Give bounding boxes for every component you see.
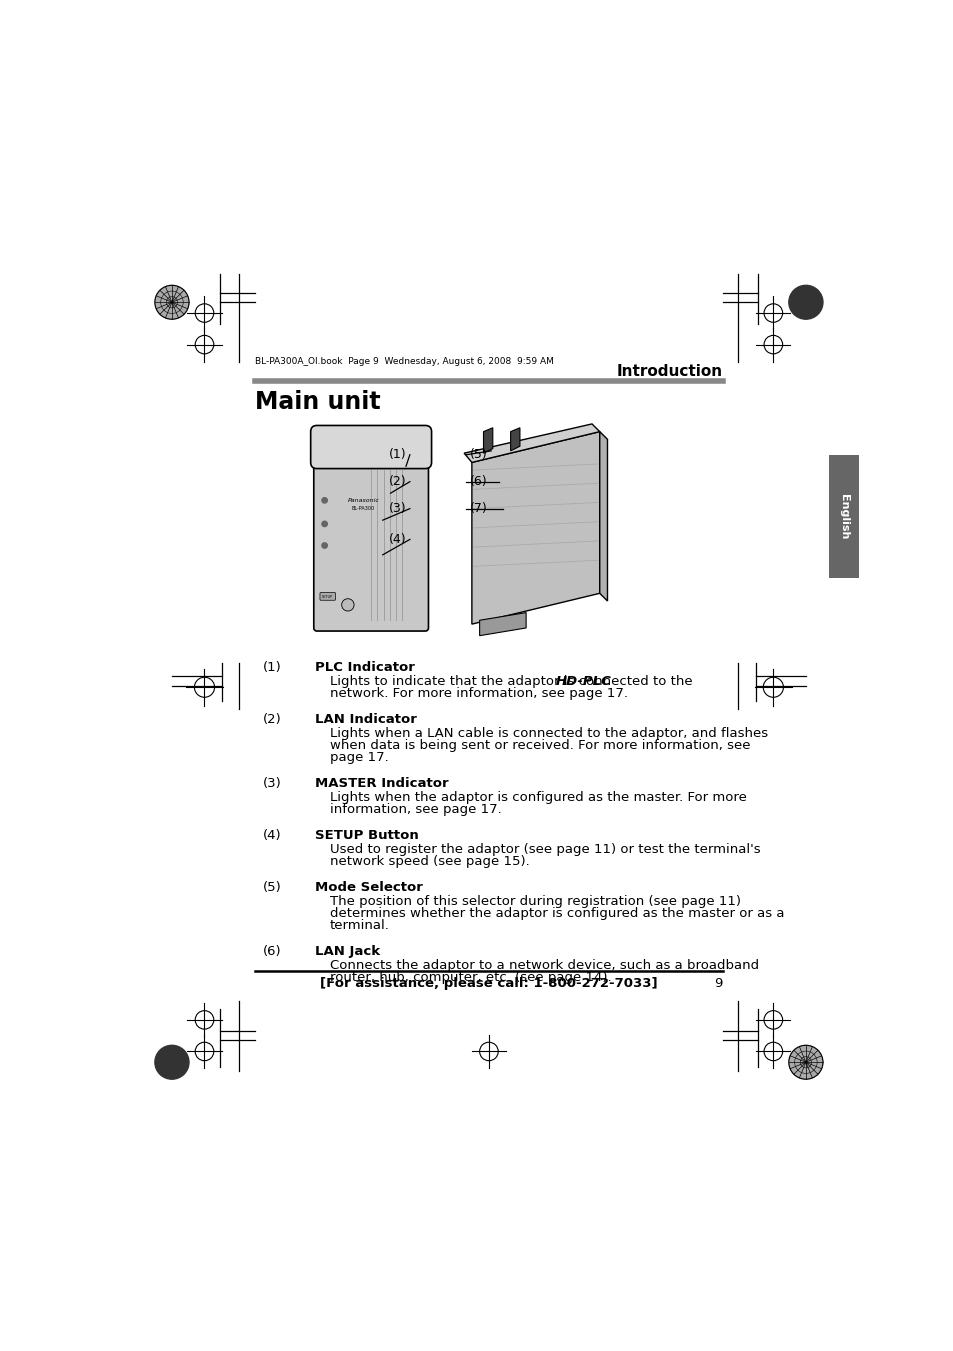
Text: terminal.: terminal. bbox=[330, 919, 390, 932]
Text: network speed (see page 15).: network speed (see page 15). bbox=[330, 855, 529, 869]
Text: HD-PLC: HD-PLC bbox=[556, 676, 611, 688]
Polygon shape bbox=[599, 431, 607, 601]
Circle shape bbox=[154, 285, 189, 319]
Text: (3): (3) bbox=[389, 503, 406, 515]
Text: Mode Selector: Mode Selector bbox=[314, 881, 422, 894]
Circle shape bbox=[788, 285, 822, 319]
Text: [For assistance, please call: 1-800-272-7033]: [For assistance, please call: 1-800-272-… bbox=[320, 977, 657, 990]
Polygon shape bbox=[464, 424, 599, 462]
Text: (4): (4) bbox=[389, 532, 406, 546]
Text: LAN Indicator: LAN Indicator bbox=[314, 713, 416, 725]
Text: page 17.: page 17. bbox=[330, 751, 389, 765]
Text: Panasonic: Panasonic bbox=[347, 499, 379, 504]
Circle shape bbox=[321, 521, 327, 527]
Text: BL-PA300A_OI.book  Page 9  Wednesday, August 6, 2008  9:59 AM: BL-PA300A_OI.book Page 9 Wednesday, Augu… bbox=[254, 357, 553, 366]
Text: SETUP Button: SETUP Button bbox=[314, 830, 417, 842]
FancyBboxPatch shape bbox=[828, 455, 858, 578]
Text: English: English bbox=[838, 493, 848, 539]
Text: information, see page 17.: information, see page 17. bbox=[330, 802, 501, 816]
Text: Main unit: Main unit bbox=[254, 390, 380, 413]
Text: The position of this selector during registration (see page 11): The position of this selector during reg… bbox=[330, 896, 740, 908]
FancyBboxPatch shape bbox=[314, 440, 428, 631]
Text: Lights to indicate that the adaptor is connected to the: Lights to indicate that the adaptor is c… bbox=[330, 676, 697, 688]
Text: (4): (4) bbox=[263, 830, 282, 842]
Text: (6): (6) bbox=[469, 476, 487, 488]
FancyBboxPatch shape bbox=[319, 593, 335, 600]
Text: (1): (1) bbox=[263, 661, 282, 674]
Text: network. For more information, see page 17.: network. For more information, see page … bbox=[330, 688, 627, 700]
Polygon shape bbox=[479, 612, 525, 636]
Text: Lights when a LAN cable is connected to the adaptor, and flashes: Lights when a LAN cable is connected to … bbox=[330, 727, 767, 740]
Circle shape bbox=[321, 497, 327, 503]
Text: Lights when the adaptor is configured as the master. For more: Lights when the adaptor is configured as… bbox=[330, 792, 746, 804]
Text: (6): (6) bbox=[263, 944, 282, 958]
Text: (1): (1) bbox=[389, 449, 406, 461]
Text: BL-PA300: BL-PA300 bbox=[352, 507, 375, 511]
Text: router, hub, computer, etc. (see page 14).: router, hub, computer, etc. (see page 14… bbox=[330, 971, 611, 984]
Text: (2): (2) bbox=[263, 713, 282, 725]
Text: (7): (7) bbox=[469, 503, 487, 515]
Circle shape bbox=[341, 598, 354, 611]
Text: MASTER Indicator: MASTER Indicator bbox=[314, 777, 448, 790]
Text: determines whether the adaptor is configured as the master or as a: determines whether the adaptor is config… bbox=[330, 907, 783, 920]
Text: LAN Jack: LAN Jack bbox=[314, 944, 379, 958]
Text: (5): (5) bbox=[263, 881, 282, 894]
Circle shape bbox=[788, 1046, 822, 1079]
Polygon shape bbox=[472, 431, 599, 624]
Text: 9: 9 bbox=[714, 977, 722, 990]
FancyBboxPatch shape bbox=[311, 426, 431, 469]
Text: when data is being sent or received. For more information, see: when data is being sent or received. For… bbox=[330, 739, 750, 753]
Text: SETUP: SETUP bbox=[322, 596, 333, 600]
Text: Used to register the adaptor (see page 11) or test the terminal's: Used to register the adaptor (see page 1… bbox=[330, 843, 760, 857]
Polygon shape bbox=[483, 428, 493, 453]
Circle shape bbox=[321, 543, 327, 549]
Text: Introduction: Introduction bbox=[617, 363, 722, 378]
Text: PLC Indicator: PLC Indicator bbox=[314, 661, 414, 674]
Polygon shape bbox=[510, 428, 519, 451]
Text: (2): (2) bbox=[389, 476, 406, 488]
Circle shape bbox=[154, 1046, 189, 1079]
Text: (3): (3) bbox=[263, 777, 282, 790]
Text: (5): (5) bbox=[469, 449, 487, 461]
Text: Connects the adaptor to a network device, such as a broadband: Connects the adaptor to a network device… bbox=[330, 959, 759, 973]
